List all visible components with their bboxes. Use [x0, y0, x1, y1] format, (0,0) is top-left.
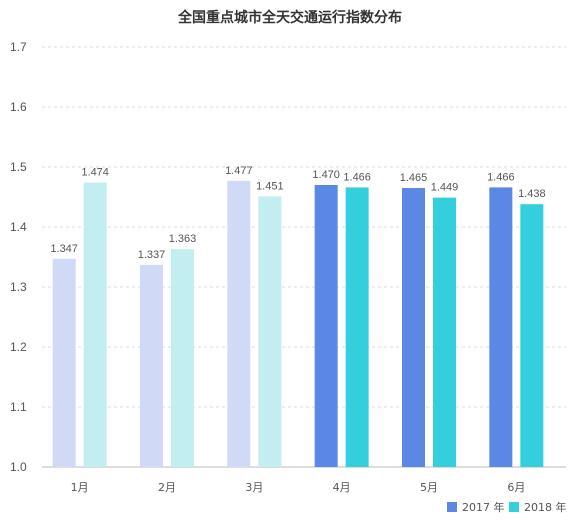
bar-s1-5 [402, 188, 425, 467]
bar-s1-4 [314, 185, 338, 467]
y-axis-ticks: 1.0 1.1 1.2 1.3 1.4 1.5 1.6 1.7 [10, 40, 27, 474]
y-tick-label: 1.0 [10, 460, 27, 474]
x-tick-label: 4月 [333, 481, 351, 494]
y-tick-label: 1.4 [10, 220, 27, 234]
bar-s1-1 [52, 258, 76, 467]
bar-s2-4 [345, 187, 369, 467]
data-label: 1.451 [256, 180, 284, 192]
x-tick-label: 2月 [158, 481, 176, 494]
x-tick-label: 1月 [71, 481, 89, 494]
bar-s2-5 [433, 197, 456, 467]
x-tick-label: 5月 [420, 481, 438, 494]
y-tick-label: 1.7 [10, 40, 27, 54]
bar-s1-3 [227, 180, 251, 468]
legend-swatch [447, 502, 457, 512]
bars [52, 180, 544, 468]
x-axis-ticks: 1月 2月 3月 4月 5月 6月 [71, 481, 526, 494]
y-tick-label: 1.2 [10, 340, 27, 354]
x-tick-label: 6月 [507, 481, 525, 494]
y-tick-label: 1.5 [10, 160, 27, 174]
data-label: 1.466 [343, 171, 371, 183]
data-label: 1.363 [169, 233, 197, 245]
bar-s1-6 [489, 187, 513, 467]
legend-swatch [509, 502, 519, 512]
legend: 2017 年 2018 年 [447, 500, 567, 514]
bar-s1-2 [140, 264, 163, 467]
data-label: 1.477 [225, 165, 253, 177]
x-tick-label: 3月 [245, 481, 263, 494]
bar-s2-3 [258, 196, 282, 467]
grid-lines [42, 46, 566, 468]
bar-s2-6 [520, 204, 544, 467]
y-tick-label: 1.6 [10, 100, 27, 114]
bar-s2-2 [171, 249, 194, 467]
data-label: 1.465 [400, 172, 428, 184]
data-label: 1.474 [81, 167, 109, 179]
legend-label: 2017 年 [462, 500, 505, 514]
chart-title: 全国重点城市全天交通运行指数分布 [177, 9, 402, 26]
data-label: 1.470 [312, 169, 340, 181]
data-label: 1.449 [431, 182, 459, 194]
data-label: 1.438 [518, 188, 546, 200]
legend-label: 2018 年 [524, 500, 567, 514]
y-tick-label: 1.1 [10, 400, 27, 414]
data-label: 1.347 [50, 243, 78, 255]
bar-s2-1 [83, 182, 107, 467]
y-tick-label: 1.3 [10, 280, 27, 294]
data-label: 1.337 [138, 249, 166, 261]
data-label: 1.466 [487, 171, 515, 183]
